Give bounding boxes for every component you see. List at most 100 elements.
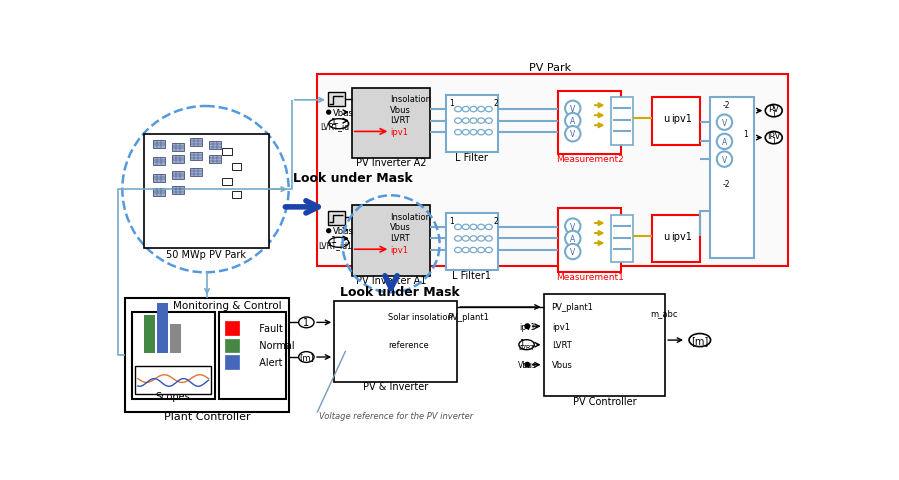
Text: 1: 1 <box>449 99 454 108</box>
Text: -2: -2 <box>722 180 730 189</box>
Text: Vbus: Vbus <box>333 108 353 118</box>
Circle shape <box>525 363 530 367</box>
Ellipse shape <box>477 225 485 230</box>
Ellipse shape <box>462 236 469 241</box>
Circle shape <box>565 244 581 260</box>
Circle shape <box>326 229 331 233</box>
Ellipse shape <box>470 130 476 135</box>
Text: ipv1: ipv1 <box>671 114 691 124</box>
FancyBboxPatch shape <box>170 324 181 353</box>
FancyBboxPatch shape <box>544 294 665 396</box>
Text: LVRT_id: LVRT_id <box>320 122 350 131</box>
Text: A: A <box>570 234 575 243</box>
FancyBboxPatch shape <box>190 139 202 147</box>
Ellipse shape <box>455 107 461 112</box>
Circle shape <box>565 219 581 234</box>
Text: -2: -2 <box>722 101 730 110</box>
Ellipse shape <box>485 119 493 124</box>
Text: LVRT: LVRT <box>519 344 535 350</box>
Text: Vbus: Vbus <box>518 360 537 370</box>
Text: 1: 1 <box>743 130 748 139</box>
Circle shape <box>717 115 732 131</box>
Ellipse shape <box>298 352 314 363</box>
FancyBboxPatch shape <box>219 312 286 399</box>
Ellipse shape <box>485 248 493 253</box>
Ellipse shape <box>485 225 493 230</box>
Ellipse shape <box>462 130 469 135</box>
Text: A: A <box>570 117 575 126</box>
Ellipse shape <box>462 225 469 230</box>
Ellipse shape <box>455 225 461 230</box>
FancyBboxPatch shape <box>710 97 754 259</box>
FancyBboxPatch shape <box>131 312 215 399</box>
Text: L Filter: L Filter <box>456 153 488 163</box>
FancyBboxPatch shape <box>446 214 498 270</box>
Text: Measurement2: Measurement2 <box>556 155 624 164</box>
Text: PV Inverter A1: PV Inverter A1 <box>356 276 426 286</box>
Text: PV & Inverter: PV & Inverter <box>363 382 428 392</box>
FancyBboxPatch shape <box>222 148 232 155</box>
Text: Alert: Alert <box>254 358 282 368</box>
FancyBboxPatch shape <box>157 303 168 353</box>
Circle shape <box>122 107 289 273</box>
FancyBboxPatch shape <box>225 356 238 370</box>
Text: Vbus: Vbus <box>390 106 411 114</box>
Text: V: V <box>570 222 575 231</box>
FancyBboxPatch shape <box>136 367 211 394</box>
Ellipse shape <box>462 107 469 112</box>
Ellipse shape <box>519 340 534 350</box>
FancyBboxPatch shape <box>153 157 165 166</box>
Ellipse shape <box>689 334 710 347</box>
FancyBboxPatch shape <box>652 97 699 145</box>
Text: IPV: IPV <box>767 132 780 141</box>
FancyBboxPatch shape <box>172 171 184 180</box>
Ellipse shape <box>470 225 476 230</box>
FancyBboxPatch shape <box>172 187 184 195</box>
Text: V: V <box>570 130 575 139</box>
Text: 1: 1 <box>303 318 309 328</box>
FancyBboxPatch shape <box>209 156 221 164</box>
Text: Look under Mask: Look under Mask <box>293 172 413 185</box>
FancyBboxPatch shape <box>446 96 498 153</box>
Ellipse shape <box>470 248 476 253</box>
Text: 1: 1 <box>771 137 776 146</box>
Text: 1: 1 <box>331 118 337 127</box>
Text: [m]: [m] <box>691 336 708 346</box>
Ellipse shape <box>455 130 461 135</box>
FancyBboxPatch shape <box>225 339 238 353</box>
FancyBboxPatch shape <box>352 88 431 159</box>
Ellipse shape <box>485 130 493 135</box>
Ellipse shape <box>455 119 461 124</box>
Ellipse shape <box>477 248 485 253</box>
FancyBboxPatch shape <box>172 144 184 152</box>
Text: ipv1: ipv1 <box>520 322 536 331</box>
Text: ipv1: ipv1 <box>390 128 408 137</box>
Text: Vbus: Vbus <box>552 360 573 370</box>
Ellipse shape <box>455 236 461 241</box>
FancyBboxPatch shape <box>190 169 202 177</box>
Text: Look under Mask: Look under Mask <box>340 286 460 299</box>
Ellipse shape <box>462 119 469 124</box>
Text: PV Controller: PV Controller <box>574 396 636 406</box>
Text: 2: 2 <box>494 99 498 108</box>
Circle shape <box>565 101 581 117</box>
Text: LVRT: LVRT <box>390 234 410 243</box>
Text: u: u <box>663 114 669 124</box>
Ellipse shape <box>298 317 314 328</box>
Text: Insolation: Insolation <box>390 212 432 221</box>
Text: 2: 2 <box>494 217 498 226</box>
FancyBboxPatch shape <box>225 321 238 335</box>
Text: LVRT: LVRT <box>390 116 410 125</box>
Ellipse shape <box>485 107 493 112</box>
Text: 1: 1 <box>449 217 454 226</box>
FancyBboxPatch shape <box>222 179 232 186</box>
Text: Scopes: Scopes <box>156 392 191 401</box>
Text: ipv1: ipv1 <box>390 245 408 254</box>
Ellipse shape <box>462 248 469 253</box>
Ellipse shape <box>765 105 782 118</box>
Text: PV_plant1: PV_plant1 <box>448 313 489 322</box>
Circle shape <box>565 114 581 129</box>
Text: A: A <box>722 138 727 146</box>
Text: V: V <box>570 248 575 256</box>
Text: Monitoring & Control: Monitoring & Control <box>174 301 281 311</box>
